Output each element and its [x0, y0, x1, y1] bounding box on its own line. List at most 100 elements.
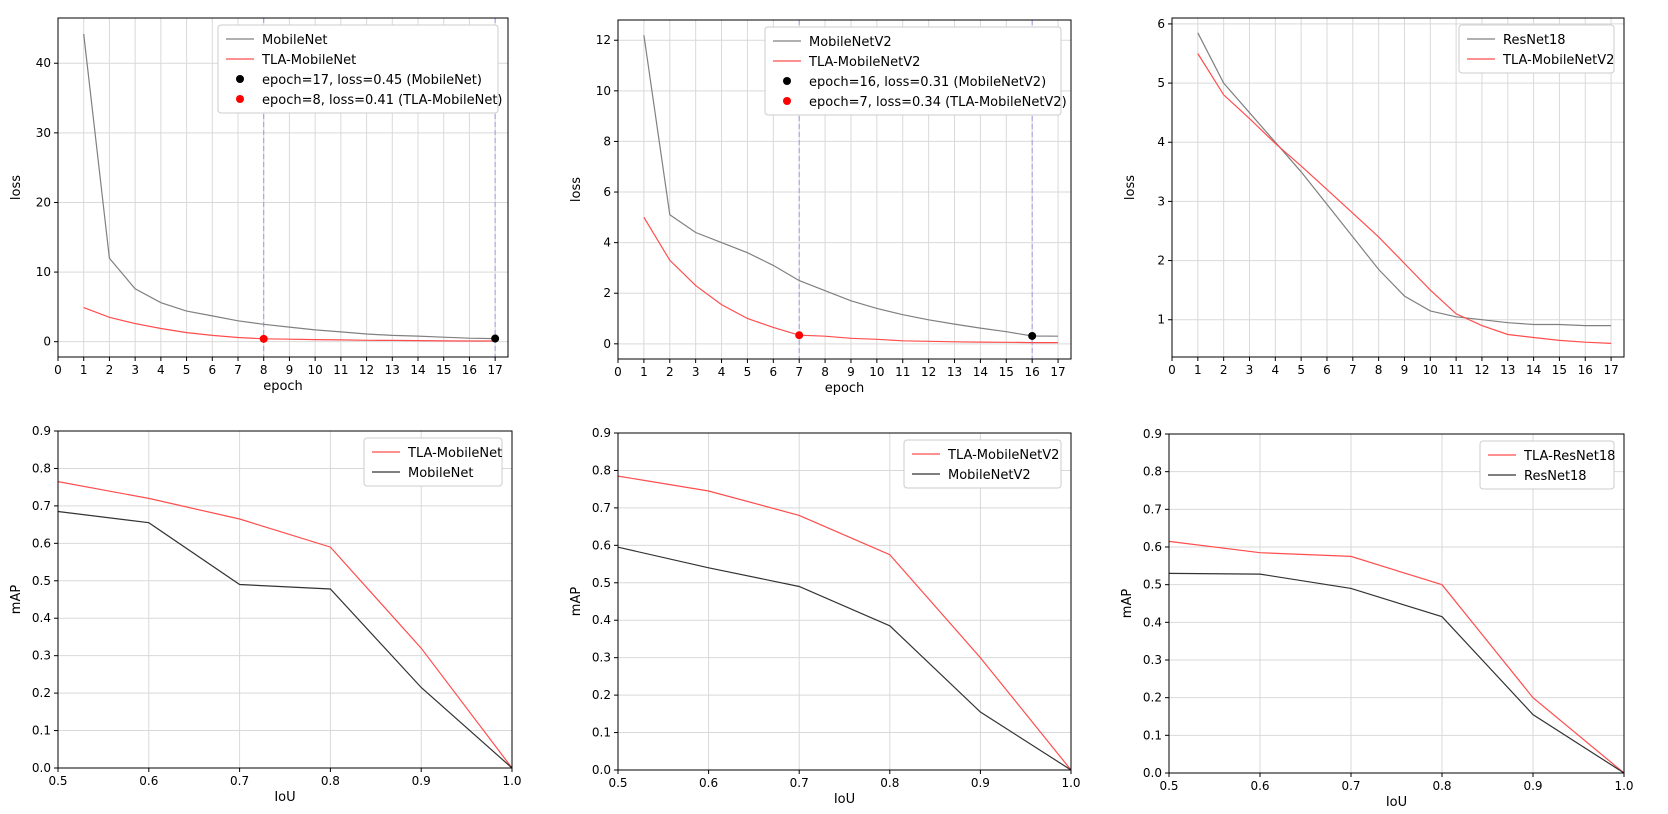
y-tick-label: 0.2 — [592, 688, 611, 702]
y-tick-label: 0.0 — [32, 761, 51, 775]
x-tick-label: 3 — [1246, 363, 1254, 377]
legend: MobileNetV2 TLA-MobileNetV2 epoch=16, loss… — [764, 26, 1067, 116]
x-tick-label: 4 — [1271, 363, 1279, 377]
y-tick-label: 40 — [36, 56, 51, 70]
y-axis-label: mAP — [9, 585, 24, 615]
x-tick-label: 13 — [385, 363, 400, 377]
y-tick-label: 0.0 — [592, 763, 611, 777]
plot-frame — [617, 432, 1072, 771]
series-line-tla-mobilenetv2 — [617, 475, 1072, 771]
x-tick-label: 0 — [614, 365, 622, 379]
x-tick-label: 0.6 — [699, 776, 718, 790]
x-axis-label: IoU — [274, 790, 295, 805]
legend-label: epoch=16, loss=0.31 (MobileNetV2) — [809, 75, 1046, 90]
x-tick-label: 8 — [1375, 363, 1383, 377]
y-tick-label: 10 — [36, 265, 51, 279]
legend-box — [1479, 440, 1615, 490]
x-axis-label: IoU — [834, 792, 855, 807]
y-tick-label: 0.8 — [1143, 465, 1162, 479]
x-tick-label: 5 — [1297, 363, 1305, 377]
x-tick-label: 17 — [488, 363, 503, 377]
x-tick-label: 4 — [718, 365, 726, 379]
y-tick-label: 2 — [603, 286, 611, 300]
y-tick-label: 0 — [43, 335, 51, 349]
x-tick-label: 0.7 — [1341, 779, 1360, 793]
x-tick-label: 17 — [1050, 365, 1065, 379]
x-tick-label: 7 — [795, 365, 803, 379]
data-point-marker — [795, 331, 804, 340]
x-tick-label: 15 — [1552, 363, 1567, 377]
legend-label: MobileNetV2 — [809, 35, 892, 50]
legend-dot-swatch — [236, 75, 244, 83]
y-tick-label: 0.4 — [1143, 615, 1162, 629]
y-tick-label: 30 — [36, 126, 51, 140]
x-tick-label: 0.9 — [412, 774, 431, 788]
legend-dot-swatch — [783, 97, 791, 105]
y-axis-label: loss — [9, 175, 24, 200]
x-axis-label: epoch — [825, 381, 865, 396]
x-tick-label: 8 — [260, 363, 268, 377]
legend-label: MobileNet — [408, 466, 473, 481]
legend-label: MobileNet — [262, 33, 327, 48]
legend-label: TLA-MobileNet — [261, 53, 356, 68]
x-axis-label: epoch — [263, 379, 303, 394]
legend-label: TLA-MobileNetV2 — [808, 55, 920, 70]
plot-frame — [57, 430, 513, 769]
legend: TLA-MobileNet MobileNet — [363, 437, 503, 487]
x-tick-label: 0.9 — [971, 776, 990, 790]
x-tick-label: 2 — [666, 365, 674, 379]
series-line-mobilenet — [57, 510, 513, 769]
y-tick-label: 1 — [1157, 313, 1165, 327]
y-tick-label: 0.9 — [32, 424, 51, 438]
y-tick-label: 20 — [36, 195, 51, 209]
x-tick-label: 0.8 — [1432, 779, 1451, 793]
series-line-tla-mobilenetv2 — [643, 216, 1059, 344]
x-tick-label: 0.5 — [608, 776, 627, 790]
chart-panel-bottom-left: 0.5 0.6 0.7 0.8 0.9 1.0 0.0 0.1 0.2 0.3 0.4 0.5 0.6 0… — [9, 424, 522, 805]
y-tick-label: 0.1 — [32, 724, 51, 738]
y-tick-label: 0.3 — [592, 651, 611, 665]
x-tick-label: 5 — [183, 363, 191, 377]
x-tick-label: 9 — [847, 365, 855, 379]
y-tick-label: 0.7 — [592, 501, 611, 515]
x-tick-label: 0.8 — [880, 776, 899, 790]
legend-box — [903, 439, 1062, 489]
x-tick-label: 0.8 — [321, 774, 340, 788]
x-tick-label: 14 — [1526, 363, 1541, 377]
y-tick-label: 0.9 — [592, 426, 611, 440]
legend-label: ResNet18 — [1503, 33, 1566, 48]
y-tick-label: 0.0 — [1143, 766, 1162, 780]
legend-label: MobileNetV2 — [948, 468, 1031, 483]
x-axis-label: IoU — [1386, 795, 1407, 810]
chart-panel-bottom-right: 0.5 0.6 0.7 0.8 0.9 1.0 0.0 0.1 0.2 0.3 0.4 0.5 0.6 0… — [1120, 427, 1634, 810]
y-tick-label: 0.2 — [1143, 691, 1162, 705]
y-axis-label: loss — [569, 177, 584, 202]
series-line-resnet18 — [1168, 572, 1625, 774]
x-tick-label: 4 — [157, 363, 165, 377]
x-tick-label: 11 — [333, 363, 348, 377]
y-tick-label: 0.7 — [32, 499, 51, 513]
y-axis-label: mAP — [569, 587, 584, 617]
y-tick-label: 0.8 — [32, 461, 51, 475]
legend-dot-swatch — [236, 95, 244, 103]
y-tick-label: 0.4 — [592, 613, 611, 627]
x-tick-label: 12 — [921, 365, 936, 379]
legend-box — [764, 26, 1062, 116]
x-tick-label: 15 — [436, 363, 451, 377]
x-tick-label: 2 — [106, 363, 114, 377]
chart-panel-top-right: 0 1 2 3 4 5 6 7 8 9 10 11 12 13 14 15 16 17123456lossResN… — [1123, 17, 1625, 377]
x-tick-label: 16 — [1025, 365, 1040, 379]
y-tick-label: 0.9 — [1143, 427, 1162, 441]
y-tick-label: 12 — [596, 33, 611, 47]
x-tick-label: 1 — [80, 363, 88, 377]
chart-panel-top-left: 0 1 2 3 4 5 6 7 8 9 10 11 12 13 14 15 16 17010203040epoch… — [9, 17, 509, 394]
series-line-tla-mobilenet — [83, 307, 496, 342]
x-tick-label: 6 — [769, 365, 777, 379]
x-tick-label: 16 — [462, 363, 477, 377]
chart-panel-bottom-center: 0.5 0.6 0.7 0.8 0.9 1.0 0.0 0.1 0.2 0.3 0.4 0.5 0.6 0… — [569, 426, 1081, 807]
x-tick-label: 17 — [1603, 363, 1618, 377]
legend-label: epoch=7, loss=0.34 (TLA-MobileNetV2) — [809, 95, 1067, 110]
x-tick-label: 0 — [54, 363, 62, 377]
legend-label: TLA-ResNet18 — [1523, 449, 1615, 464]
x-tick-label: 9 — [1401, 363, 1409, 377]
